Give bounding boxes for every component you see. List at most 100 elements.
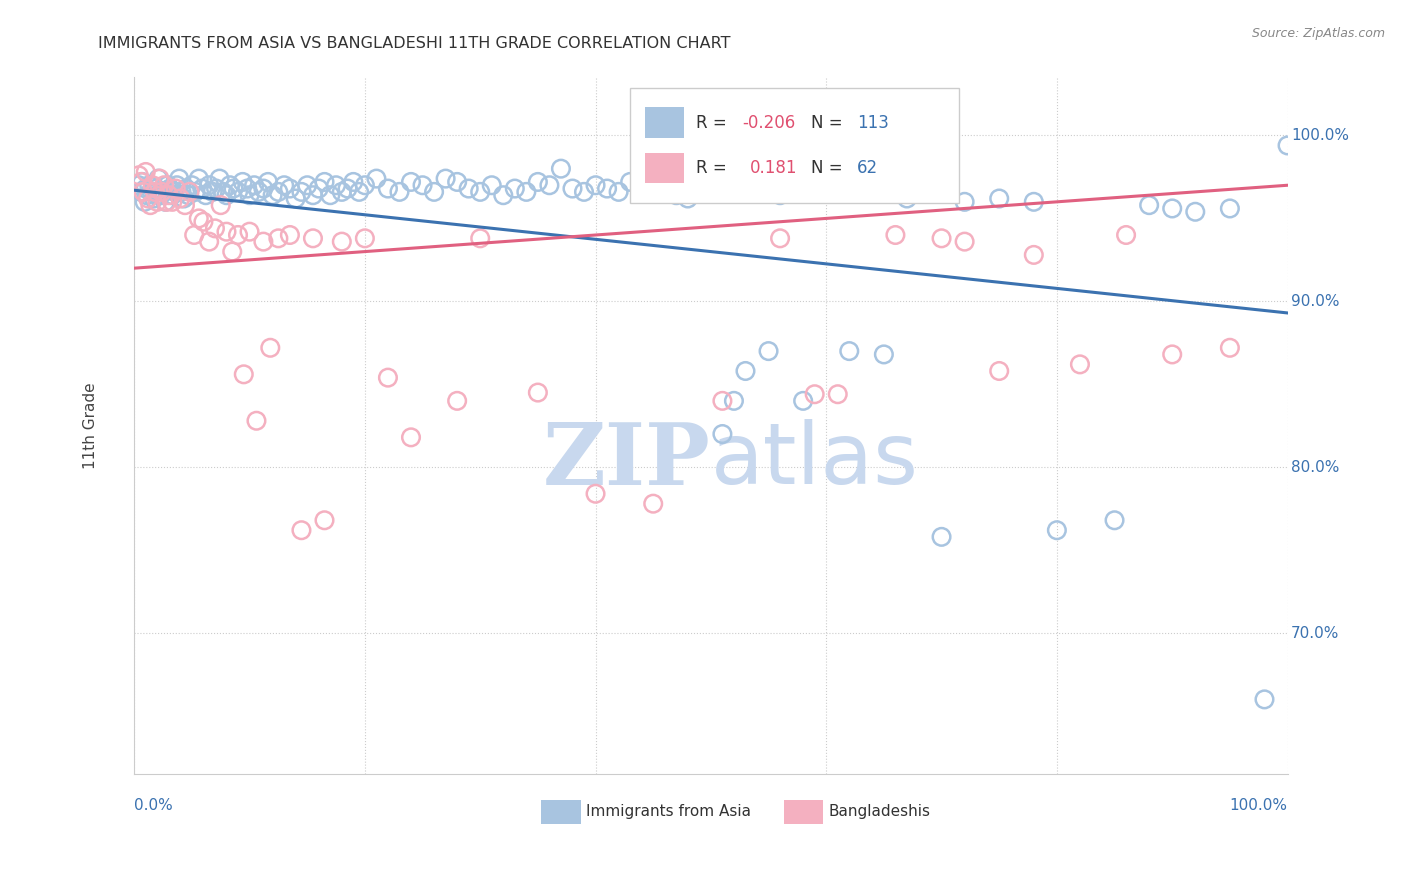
Point bbox=[131, 175, 153, 189]
Point bbox=[1184, 204, 1206, 219]
Point bbox=[377, 370, 399, 384]
Point bbox=[129, 175, 152, 189]
Point bbox=[434, 171, 457, 186]
Point bbox=[150, 185, 173, 199]
Point bbox=[179, 185, 201, 199]
Point bbox=[159, 181, 181, 195]
FancyBboxPatch shape bbox=[541, 800, 581, 824]
Point bbox=[688, 181, 710, 195]
Point bbox=[388, 185, 411, 199]
Point bbox=[803, 387, 825, 401]
Point bbox=[232, 175, 254, 189]
Point bbox=[252, 181, 274, 195]
Point bbox=[457, 181, 479, 195]
Point bbox=[174, 198, 197, 212]
Point bbox=[238, 225, 260, 239]
Point bbox=[470, 185, 492, 199]
Point bbox=[412, 178, 434, 193]
Point bbox=[156, 178, 179, 193]
Point bbox=[665, 188, 688, 202]
Point bbox=[162, 194, 184, 209]
Point bbox=[470, 231, 492, 245]
Point bbox=[128, 178, 150, 193]
Point bbox=[221, 244, 243, 259]
Point bbox=[596, 181, 619, 195]
Point bbox=[1253, 692, 1275, 706]
Point bbox=[302, 188, 325, 202]
Point bbox=[354, 231, 377, 245]
Point bbox=[162, 188, 184, 202]
Point bbox=[155, 194, 177, 209]
Point bbox=[155, 194, 177, 209]
Text: 100.0%: 100.0% bbox=[1291, 128, 1348, 143]
Point bbox=[896, 192, 918, 206]
Point bbox=[481, 178, 503, 193]
Point bbox=[1022, 194, 1045, 209]
Text: 113: 113 bbox=[858, 113, 889, 132]
Point bbox=[136, 192, 159, 206]
Point bbox=[330, 185, 353, 199]
Point bbox=[238, 188, 260, 202]
Point bbox=[769, 188, 792, 202]
Point bbox=[988, 364, 1011, 378]
Point bbox=[792, 393, 814, 408]
Point bbox=[128, 169, 150, 183]
Point bbox=[173, 192, 195, 206]
Point bbox=[366, 171, 388, 186]
Point bbox=[1046, 523, 1069, 537]
FancyBboxPatch shape bbox=[645, 107, 685, 138]
Point bbox=[446, 393, 468, 408]
FancyBboxPatch shape bbox=[630, 88, 959, 202]
Text: R =: R = bbox=[696, 113, 733, 132]
Point bbox=[550, 161, 572, 176]
Point bbox=[734, 364, 756, 378]
Point bbox=[643, 181, 665, 195]
Point bbox=[884, 227, 907, 242]
Point bbox=[148, 171, 170, 186]
Text: 0.0%: 0.0% bbox=[134, 798, 173, 814]
Point bbox=[827, 387, 849, 401]
Point bbox=[399, 430, 422, 444]
Point bbox=[527, 385, 550, 400]
Point bbox=[208, 171, 231, 186]
Point bbox=[165, 181, 187, 195]
Text: 100.0%: 100.0% bbox=[1230, 798, 1288, 814]
Point bbox=[931, 231, 953, 245]
Point bbox=[236, 181, 259, 195]
Point bbox=[129, 185, 152, 199]
Point bbox=[152, 185, 174, 199]
Point bbox=[134, 194, 156, 209]
Point bbox=[267, 185, 290, 199]
Point bbox=[215, 225, 238, 239]
Text: R =: R = bbox=[696, 159, 737, 177]
Point bbox=[219, 178, 242, 193]
Point bbox=[953, 194, 976, 209]
Point bbox=[572, 185, 595, 199]
Text: 62: 62 bbox=[858, 159, 879, 177]
Point bbox=[342, 175, 364, 189]
Point bbox=[815, 181, 838, 195]
Point bbox=[503, 181, 526, 195]
Point bbox=[1104, 513, 1126, 527]
Point bbox=[302, 231, 325, 245]
Text: 70.0%: 70.0% bbox=[1291, 625, 1340, 640]
Point bbox=[145, 181, 167, 195]
Point bbox=[191, 181, 214, 195]
Point bbox=[630, 178, 652, 193]
Point bbox=[135, 188, 157, 202]
Point bbox=[873, 347, 896, 361]
Point bbox=[142, 178, 165, 193]
Point bbox=[931, 530, 953, 544]
Point bbox=[953, 235, 976, 249]
Point bbox=[135, 165, 157, 179]
Point bbox=[423, 185, 446, 199]
Point bbox=[1115, 227, 1137, 242]
Point bbox=[153, 178, 176, 193]
Point bbox=[143, 185, 166, 199]
Point bbox=[1022, 248, 1045, 262]
Point bbox=[607, 185, 630, 199]
Point bbox=[247, 185, 270, 199]
Point bbox=[222, 181, 245, 195]
Point bbox=[1137, 198, 1160, 212]
Point bbox=[169, 192, 191, 206]
